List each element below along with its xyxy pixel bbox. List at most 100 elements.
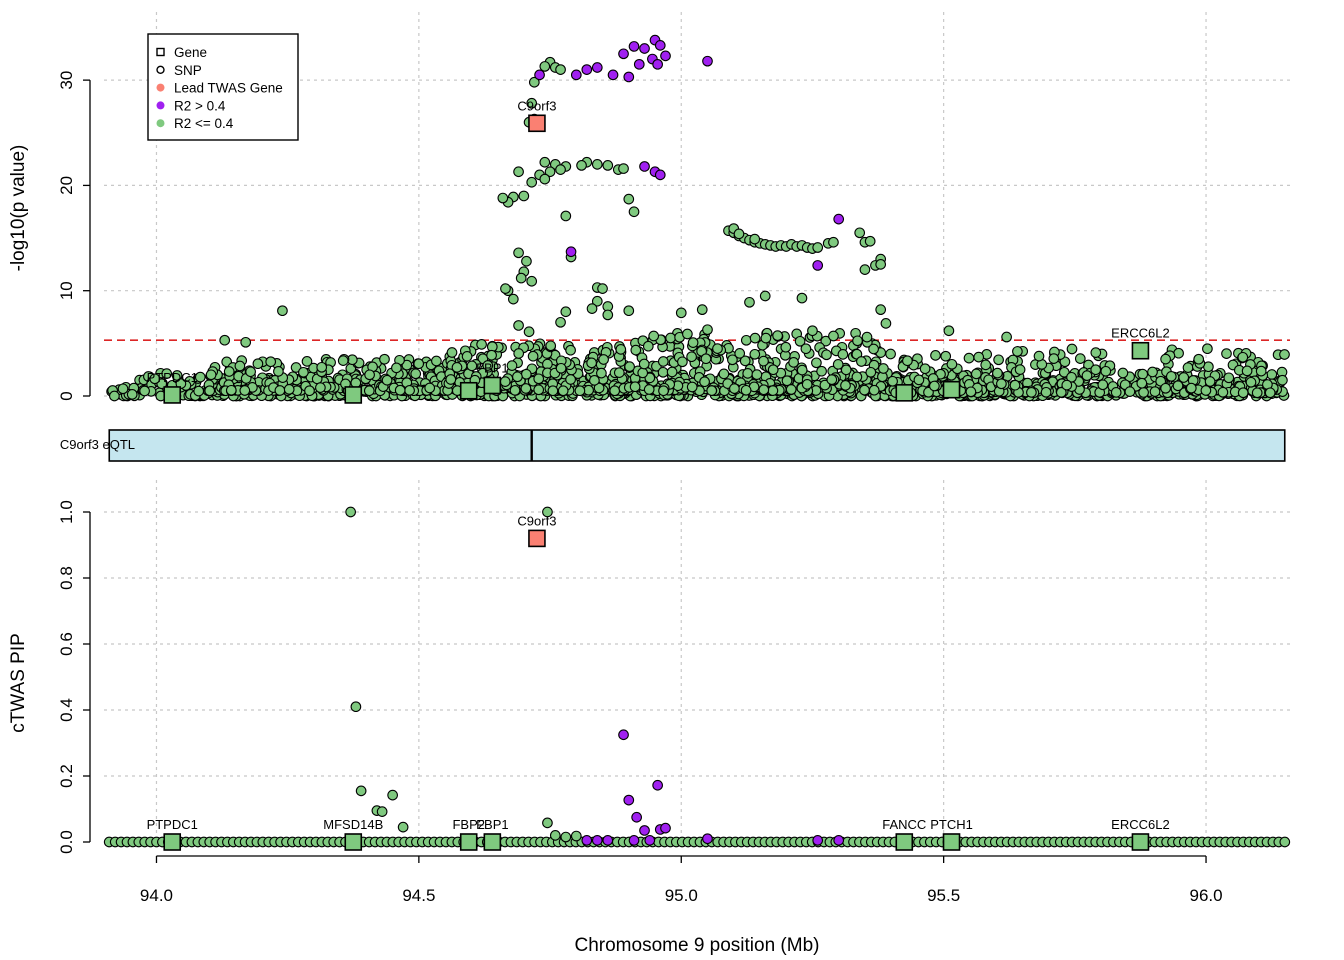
snp-point-low-r2 [283, 384, 295, 395]
snp-point-low-r2 [859, 384, 870, 396]
snp-point-low-r2 [593, 382, 605, 394]
gene-marker-PTPDC1 [163, 386, 182, 404]
snp-point-low-r2 [946, 358, 958, 370]
legend-label: R2 <= 0.4 [174, 116, 234, 131]
snp-point-low-r2 [337, 355, 349, 366]
snp-point-low-r2 [1237, 351, 1249, 363]
snp-point-low-r2 [252, 358, 264, 370]
snp-point-low-r2 [410, 368, 422, 380]
snp-point-low-r2 [555, 316, 566, 328]
snp-point-low-r2 [223, 366, 235, 377]
snp-point-low-r2 [1172, 380, 1184, 392]
snp-point-low-r2 [880, 317, 892, 329]
snp-point-low-r2 [637, 367, 649, 379]
snp-point-low-r2 [431, 355, 442, 367]
snp-point-low-r2 [1074, 353, 1086, 364]
top-y-tick-label: 20 [57, 176, 76, 195]
snp-point-high-r2 [591, 834, 603, 846]
snp-point-high-r2 [812, 834, 824, 846]
snp-point-low-r2 [586, 357, 597, 369]
snp-point-high-r2 [534, 69, 545, 81]
snp-point-low-r2 [1066, 371, 1077, 383]
snp-point-high-r2 [565, 246, 577, 258]
snp-point-low-r2 [345, 506, 356, 518]
eqtl-label: C9orf3 eQTL [60, 437, 135, 452]
snp-point-high-r2 [607, 69, 619, 81]
snp-point-low-r2 [315, 382, 326, 393]
snp-point-high-r2 [633, 58, 645, 70]
snp-point-low-r2 [1055, 387, 1067, 398]
snp-point-low-r2 [854, 227, 866, 239]
snp-point-high-r2 [652, 779, 663, 791]
snp-point-low-r2 [772, 330, 783, 341]
gene-label-C9orf3: C9orf3 [517, 98, 556, 113]
snp-point-low-r2 [542, 817, 553, 829]
snp-point-low-r2 [565, 374, 576, 385]
legend: Gene SNP Lead TWAS Gene R2 > 0.4 R2 <= 0.4 [147, 33, 299, 141]
snp-point-low-r2 [861, 331, 873, 343]
snp-point-low-r2 [992, 367, 1003, 379]
snp-point-low-r2 [576, 160, 587, 171]
snp-point-low-r2 [840, 364, 852, 376]
top-y-tick-label: 10 [57, 281, 76, 300]
snp-point-low-r2 [499, 376, 511, 387]
snp-point-low-r2 [740, 334, 752, 346]
snp-point-low-r2 [204, 385, 216, 397]
x-tick-label: 94.0 [140, 886, 173, 905]
bottom-panel-y-label: cTWAS PIP [8, 633, 29, 733]
snp-point-low-r2 [1173, 347, 1184, 359]
snp-point-high-r2 [623, 71, 635, 83]
snp-point-low-r2 [219, 334, 231, 346]
bottom-panel-x-axis: 94.0 94.5 95.0 95.5 96.0 [140, 855, 1223, 905]
gene-marker-FBP1 [483, 833, 502, 851]
snp-point-low-r2 [727, 354, 738, 366]
snp-point-low-r2 [744, 296, 755, 308]
snp-point-low-r2 [729, 383, 740, 394]
snp-point-low-r2 [613, 367, 625, 378]
snp-point-high-r2 [702, 55, 713, 67]
snp-point-high-r2 [581, 834, 593, 846]
snp-point-low-r2 [796, 292, 808, 304]
top-y-tick-label: 30 [57, 71, 76, 90]
snp-point-low-r2 [574, 385, 586, 397]
snp-point-low-r2 [1110, 387, 1122, 398]
snp-point-low-r2 [542, 506, 553, 518]
snp-point-low-r2 [851, 371, 863, 383]
snp-point-high-r2 [654, 40, 666, 51]
snp-point-low-r2 [424, 382, 436, 394]
snp-point-low-r2 [1245, 376, 1257, 388]
snp-point-low-r2 [557, 385, 569, 397]
legend-color-icon [156, 101, 165, 110]
snp-point-low-r2 [657, 356, 669, 367]
snp-point-low-r2 [1033, 350, 1045, 362]
snp-point-low-r2 [1241, 365, 1253, 377]
snp-point-low-r2 [623, 193, 635, 205]
snp-point-low-r2 [643, 384, 655, 395]
snp-point-low-r2 [239, 385, 251, 396]
gene-marker-C9orf3 [528, 114, 546, 133]
snp-point-low-r2 [547, 385, 559, 397]
legend-color-icon [156, 83, 165, 92]
snp-point-low-r2 [742, 368, 754, 379]
snp-point-low-r2 [506, 360, 518, 371]
snp-point-low-r2 [929, 380, 940, 392]
snp-point-high-r2 [602, 834, 614, 846]
snp-point-low-r2 [376, 806, 388, 817]
snp-point-low-r2 [696, 304, 708, 316]
snp-point-low-r2 [1251, 387, 1263, 399]
gene-label-C9orf3: C9orf3 [517, 513, 556, 528]
snp-point-low-r2 [682, 328, 693, 340]
snp-point-high-r2 [628, 834, 640, 846]
snp-point-low-r2 [274, 385, 286, 396]
snp-point-low-r2 [1061, 379, 1073, 391]
snp-point-low-r2 [591, 159, 603, 170]
snp-point-low-r2 [675, 307, 687, 319]
snp-point-low-r2 [767, 364, 779, 376]
snp-point-low-r2 [767, 385, 779, 396]
snp-point-low-r2 [521, 255, 532, 267]
snp-point-low-r2 [446, 347, 458, 358]
snp-point-low-r2 [816, 365, 827, 377]
snp-point-low-r2 [1279, 836, 1291, 848]
snp-point-low-r2 [749, 348, 761, 360]
snp-point-high-r2 [660, 50, 671, 62]
